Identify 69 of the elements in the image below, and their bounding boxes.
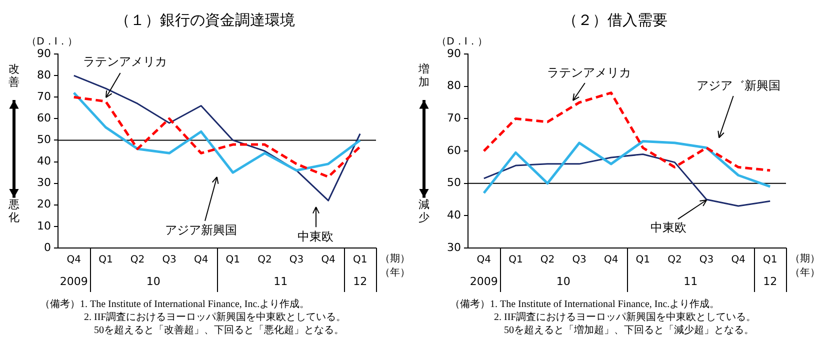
x-tick-label: Q4	[476, 254, 492, 266]
y-tick-label: 60	[36, 112, 51, 125]
text: （備考）1. The Institute of International Finance, Inc.より作成。	[40, 298, 311, 311]
text: 2. IIF調査におけるヨーロッパ新興国を中東欧としている。	[493, 311, 758, 324]
y-tick-label: 30	[446, 240, 461, 254]
text: （年）	[380, 266, 410, 279]
y-tick-label: 70	[36, 90, 51, 103]
text: 10	[556, 274, 570, 288]
text: 中東欧	[298, 229, 334, 244]
x-tick-label: Q3	[699, 254, 714, 266]
text: 悪化	[8, 198, 20, 224]
y-axis-title: （D．I．）	[436, 36, 488, 48]
text: 12	[353, 274, 368, 288]
text: アジア゛新興国	[696, 78, 780, 92]
text: 減少	[418, 198, 430, 224]
x-tick-label: Q1	[508, 254, 523, 266]
y-tick-label: 40	[36, 154, 51, 168]
y-tick-label: 30	[36, 176, 51, 190]
series-label: ラテンアメリカ	[546, 66, 631, 80]
text: 11	[684, 274, 698, 288]
text: 10	[146, 274, 160, 288]
x-tick-label: Q4	[66, 254, 82, 266]
y-tick-label: 10	[36, 219, 51, 232]
x-tick-label: Q2	[668, 254, 682, 266]
y-tick-label: 20	[36, 198, 51, 211]
text: 増加	[418, 62, 430, 88]
text: アジア新興国	[165, 222, 238, 237]
y-tick-label: 60	[446, 144, 461, 157]
text: （年）	[790, 266, 820, 279]
x-tick-label: Q4	[604, 254, 618, 266]
y-axis-title: （D．I．）	[26, 36, 78, 48]
x-tick-label: Q1	[762, 254, 778, 266]
x-tick-label: Q3	[162, 254, 176, 266]
y-tick-label: 90	[446, 46, 461, 60]
x-tick-label: Q1	[98, 254, 113, 266]
y-tick-label: 70	[446, 112, 461, 125]
text: 改善	[8, 62, 20, 88]
x-tick-label: Q4	[194, 254, 208, 266]
x-tick-label: Q3	[572, 254, 586, 266]
text: 中東欧	[650, 220, 686, 235]
x-tick-label: Q1	[636, 254, 650, 266]
chart-title: （１）銀行の資金調達環境	[115, 10, 295, 29]
x-axis-title: （期）	[380, 252, 410, 265]
x-tick-label: Q3	[289, 254, 304, 266]
text: 12	[763, 274, 778, 288]
x-axis-title: （期）	[790, 252, 820, 265]
y-tick-label: 80	[446, 79, 461, 92]
y-tick-label: 40	[446, 208, 461, 222]
text: （備考）1. The Institute of International Finance, Inc.より作成。	[450, 298, 721, 311]
x-tick-label: Q1	[226, 254, 240, 266]
text: 50を超えると「増加超」、下回ると「減少超」となる。	[503, 324, 755, 337]
text: 2. IIF調査におけるヨーロッパ新興国を中東欧としている。	[83, 311, 348, 324]
y-tick-label: 50	[36, 133, 51, 146]
y-tick-label: 0	[44, 240, 51, 254]
x-tick-label: Q2	[258, 254, 272, 266]
text: 2009	[60, 274, 88, 288]
x-tick-label: Q1	[352, 254, 368, 266]
chart-title: （２）借入需要	[562, 10, 668, 29]
text: 11	[274, 274, 288, 288]
y-tick-label: 90	[36, 46, 51, 60]
text: ラテンアメリカ	[82, 54, 167, 69]
text: 2009	[470, 274, 498, 288]
x-tick-label: Q4	[321, 254, 336, 266]
x-tick-label: Q4	[731, 254, 746, 266]
text: 50を超えると「改善超」、下回ると「悪化超」となる。	[93, 324, 345, 337]
y-tick-label: 80	[36, 68, 51, 82]
x-tick-label: Q2	[130, 254, 145, 266]
y-tick-label: 50	[446, 176, 461, 190]
x-tick-label: Q2	[540, 254, 555, 266]
